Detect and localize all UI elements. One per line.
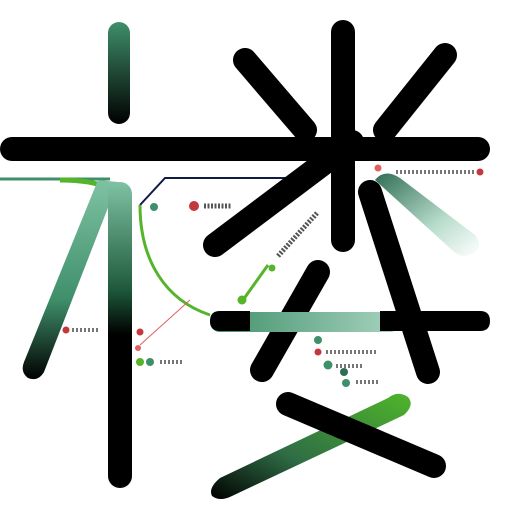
marker-dot	[136, 328, 144, 336]
red-thin-line	[139, 299, 191, 346]
upper-left-diagonal-stroke	[233, 48, 317, 142]
marker-dot	[268, 264, 276, 272]
middle-horizontal-black-left	[210, 311, 250, 331]
right-diagonal-gradient-stroke	[375, 173, 479, 256]
marker-dot	[62, 326, 70, 334]
marker-dot	[374, 164, 382, 172]
marker-dot	[135, 345, 141, 351]
long-vertical-stroke	[108, 182, 132, 488]
marker-dot	[314, 336, 322, 344]
navy-thin-line	[139, 177, 318, 206]
marker-dot	[323, 360, 333, 370]
marker-dot	[340, 368, 348, 376]
diamond-right-stroke	[358, 180, 440, 384]
middle-green-band	[210, 312, 400, 332]
marker-dot	[189, 201, 199, 211]
bottom-falling-stroke	[276, 392, 446, 478]
marker-dot	[150, 203, 158, 211]
marker-dot	[476, 168, 484, 176]
annotation-mark	[276, 210, 320, 258]
long-descending-diagonal-stroke	[203, 130, 364, 257]
lime-short-stroke	[241, 264, 270, 301]
marker-dot	[314, 348, 322, 356]
marker-dot	[136, 358, 144, 366]
bottom-rising-stroke	[211, 393, 411, 499]
marker-dot	[342, 379, 350, 387]
top-horizontal-stroke	[0, 137, 490, 161]
middle-horizontal-black-right	[380, 311, 490, 331]
lime-arc	[138, 204, 211, 317]
marker-dot	[146, 358, 154, 366]
left-diagonal-stroke	[22, 180, 119, 380]
marker-dot	[237, 295, 247, 305]
top-short-vertical-stroke	[108, 22, 130, 124]
upper-right-diagonal-stroke	[373, 43, 457, 142]
